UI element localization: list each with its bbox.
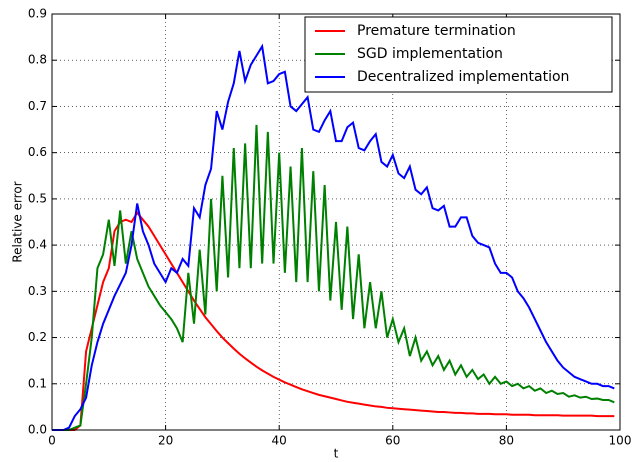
x-tick-label: 100 (609, 434, 632, 448)
y-tick-label: 0.1 (28, 376, 47, 390)
x-tick-label: 60 (385, 434, 400, 448)
x-tick-label: 0 (48, 434, 56, 448)
y-axis-label: Relative error (11, 181, 25, 262)
y-tick-label: 0.9 (28, 7, 47, 21)
data-line (52, 124, 615, 431)
y-tick-label: 0.8 (28, 53, 47, 67)
y-tick-label: 0.6 (28, 145, 47, 159)
legend-label: SGD implementation (357, 46, 503, 62)
legend-box (304, 16, 613, 93)
y-tick-label: 0.0 (28, 423, 47, 437)
legend-label: Premature termination (357, 23, 516, 39)
y-tick-label: 0.4 (28, 238, 47, 252)
data-line (52, 43, 615, 431)
x-tick-label: 40 (272, 434, 287, 448)
x-tick-label: 20 (158, 434, 173, 448)
x-axis-label: t (334, 447, 339, 461)
data-line (52, 211, 615, 431)
x-tick-label: 80 (499, 434, 514, 448)
y-tick-label: 0.7 (28, 99, 47, 113)
plot-frame (51, 13, 621, 431)
y-tick-label: 0.2 (28, 330, 47, 344)
y-tick-label: 0.5 (28, 191, 47, 205)
y-tick-label: 0.3 (28, 284, 47, 298)
legend-label: Decentralized implementation (357, 69, 569, 85)
